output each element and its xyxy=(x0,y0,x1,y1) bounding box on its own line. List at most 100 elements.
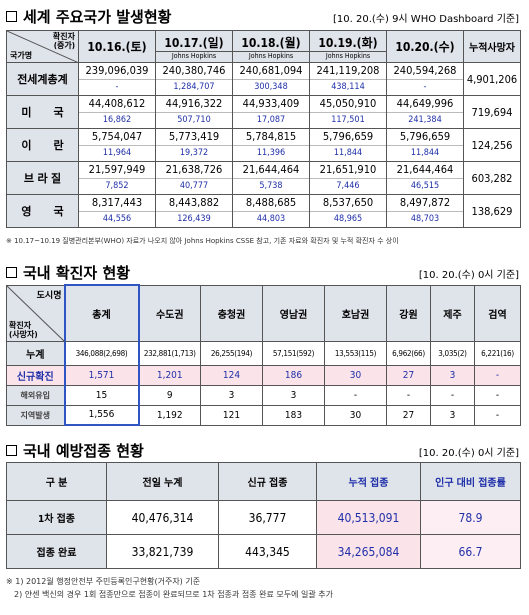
vaccination-value: 40,513,091 xyxy=(316,500,421,535)
cumulative-cases: 5,796,659 xyxy=(310,129,386,146)
region-value: 346,088(2,698) xyxy=(63,340,140,366)
row-label: 해외유입 xyxy=(6,384,65,406)
case-cell: 21,638,726 40,777 xyxy=(155,161,233,195)
case-cell: 8,537,650 48,965 xyxy=(309,194,387,228)
world-corner-cell: 확진자 (증가) 국가명 xyxy=(6,30,79,63)
domestic-row: 누계 346,088(2,698) 232,881(1,713) 26,255(194… xyxy=(6,340,521,366)
region-header: 호남권 xyxy=(324,284,387,342)
region-value: 124 xyxy=(200,364,263,386)
death-header: 누적사망자 xyxy=(463,30,521,63)
case-cell: 240,594,268 - xyxy=(386,62,464,96)
daily-increase: 46,515 xyxy=(410,181,440,191)
case-cell: 8,443,882 126,439 xyxy=(155,194,233,228)
corner-bottom-label: 확진자 (사망자) xyxy=(9,320,38,339)
section1-footnote: ※ 10.17~10.19 질병관리본부(WHO) 자료가 나오지 않아 Joh… xyxy=(6,237,399,245)
daily-increase: 44,556 xyxy=(102,214,132,224)
section3-stamp: [10. 20.(수) 0시 기준] xyxy=(418,448,519,459)
vaccination-value: 36,777 xyxy=(218,500,317,535)
section2-stamp: [10. 20.(수) 0시 기준] xyxy=(418,270,519,281)
region-value: 6,962(66) xyxy=(386,340,431,366)
cumulative-cases: 239,096,039 xyxy=(79,63,155,80)
death-count: 719,694 xyxy=(463,95,521,129)
vaccination-row: 1차 접종 40,476,314 36,777 40,513,091 78.9 xyxy=(6,500,521,535)
cumulative-cases: 21,651,910 xyxy=(310,162,386,179)
region-value: 30 xyxy=(324,404,387,426)
cumulative-cases: 44,916,322 xyxy=(156,96,232,113)
daily-increase: 241,384 xyxy=(408,115,442,125)
region-value: - xyxy=(430,384,475,406)
vaccination-table: 구 분 전일 누계 신규 접종 누적 접종 인구 대비 접종률 1차 접종 40,476,3… xyxy=(6,462,521,569)
region-value: 3 xyxy=(430,404,475,426)
daily-increase: 11,844 xyxy=(410,148,440,158)
case-cell: 8,488,685 44,803 xyxy=(232,194,310,228)
country-row: 전세계총계 239,096,039-240,380,746 1,284,707 240… xyxy=(6,62,521,96)
country-name: 브 라 질 xyxy=(6,161,79,195)
corner-top-label: 확진자 xyxy=(52,32,75,41)
case-cell: 5,796,659 11,844 xyxy=(386,128,464,162)
vaccination-header: 인구 대비 접종률 xyxy=(420,462,521,501)
region-value: 6,221(16) xyxy=(474,340,521,366)
region-header: 강원 xyxy=(386,284,431,342)
daily-increase: 17,087 xyxy=(256,115,286,125)
cumulative-cases: 44,649,996 xyxy=(387,96,463,113)
region-value: 183 xyxy=(262,404,325,426)
daily-increase: 7,852 xyxy=(105,181,129,191)
case-cell: 21,651,910 7,446 xyxy=(309,161,387,195)
region-value: 27 xyxy=(386,404,431,426)
region-header: 수도권 xyxy=(138,284,201,342)
country-name: 전세계총계 xyxy=(6,62,79,96)
region-value: - xyxy=(474,404,521,426)
case-cell: 241,119,208 438,114 xyxy=(309,62,387,96)
diagonal-line xyxy=(7,285,65,342)
daily-increase: 44,803 xyxy=(256,214,286,224)
case-cell: 5,754,047 11,964 xyxy=(78,128,156,162)
cumulative-cases: 5,796,659 xyxy=(387,129,463,146)
case-cell: 44,933,409 17,087 xyxy=(232,95,310,129)
domestic-cases-table: 도시명 확진자 (사망자) 총계 수도권 충청권 영남권 호남권 강원 제주 검역 누계 346… xyxy=(6,284,521,426)
region-value: 3 xyxy=(262,384,325,406)
case-cell: 21,597,949 7,852 xyxy=(78,161,156,195)
daily-increase: 11,964 xyxy=(102,148,132,158)
daily-increase: 40,777 xyxy=(179,181,209,191)
corner-bottom-label: 국가명 xyxy=(10,51,33,60)
cumulative-cases: 21,597,949 xyxy=(79,162,155,179)
country-name: 미 국 xyxy=(6,95,79,129)
death-count: 124,256 xyxy=(463,128,521,162)
region-value: 186 xyxy=(262,364,325,386)
region-header: 영남권 xyxy=(262,284,325,342)
country-name: 이 란 xyxy=(6,128,79,162)
square-bullet-icon xyxy=(6,267,17,278)
cumulative-cases: 44,408,612 xyxy=(79,96,155,113)
cumulative-cases: 240,380,746 xyxy=(156,63,232,80)
square-bullet-icon xyxy=(6,445,17,456)
date-header: 10.19.(화) Johns Hopkins xyxy=(309,30,387,63)
world-status-table: 확진자 (증가) 국가명 10.16.(토) 10.17.(일) Johns Ho… xyxy=(6,30,521,228)
region-value: 3 xyxy=(200,384,263,406)
case-cell: 8,497,872 48,703 xyxy=(386,194,464,228)
case-cell: 44,649,996 241,384 xyxy=(386,95,464,129)
cumulative-cases: 21,644,464 xyxy=(233,162,309,179)
case-cell: 5,784,815 11,396 xyxy=(232,128,310,162)
region-value: 15 xyxy=(63,384,140,406)
region-value: 27 xyxy=(386,364,431,386)
date-header: 10.17.(일) Johns Hopkins xyxy=(155,30,233,63)
cumulative-cases: 21,638,726 xyxy=(156,162,232,179)
death-count: 138,629 xyxy=(463,194,521,228)
daily-increase: 1,284,707 xyxy=(173,82,215,92)
vaccination-header: 구 분 xyxy=(6,462,107,501)
section3-title-text: 국내 예방접종 현황 xyxy=(23,442,144,460)
daily-increase: 7,446 xyxy=(336,181,360,191)
section1-title-text: 세계 주요국가 발생현황 xyxy=(23,8,172,26)
death-count: 603,282 xyxy=(463,161,521,195)
country-row: 미 국 44,408,612 16,862 44,916,322 507,710 44,9… xyxy=(6,95,521,129)
domestic-row: 지역발생 1,556 1,192 121 183 30 27 3- xyxy=(6,404,521,426)
case-cell: 5,796,659 11,844 xyxy=(309,128,387,162)
vaccination-header: 신규 접종 xyxy=(218,462,317,501)
region-value: 1,556 xyxy=(63,404,140,426)
daily-increase: 126,439 xyxy=(177,214,211,224)
region-value: - xyxy=(386,384,431,406)
date-header: 10.20.(수) xyxy=(386,30,464,63)
cumulative-cases: 5,773,419 xyxy=(156,129,232,146)
daily-increase: 11,844 xyxy=(333,148,363,158)
domestic-row: 신규확진 1,571 1,201 124 186 30 27 3- xyxy=(6,364,521,386)
